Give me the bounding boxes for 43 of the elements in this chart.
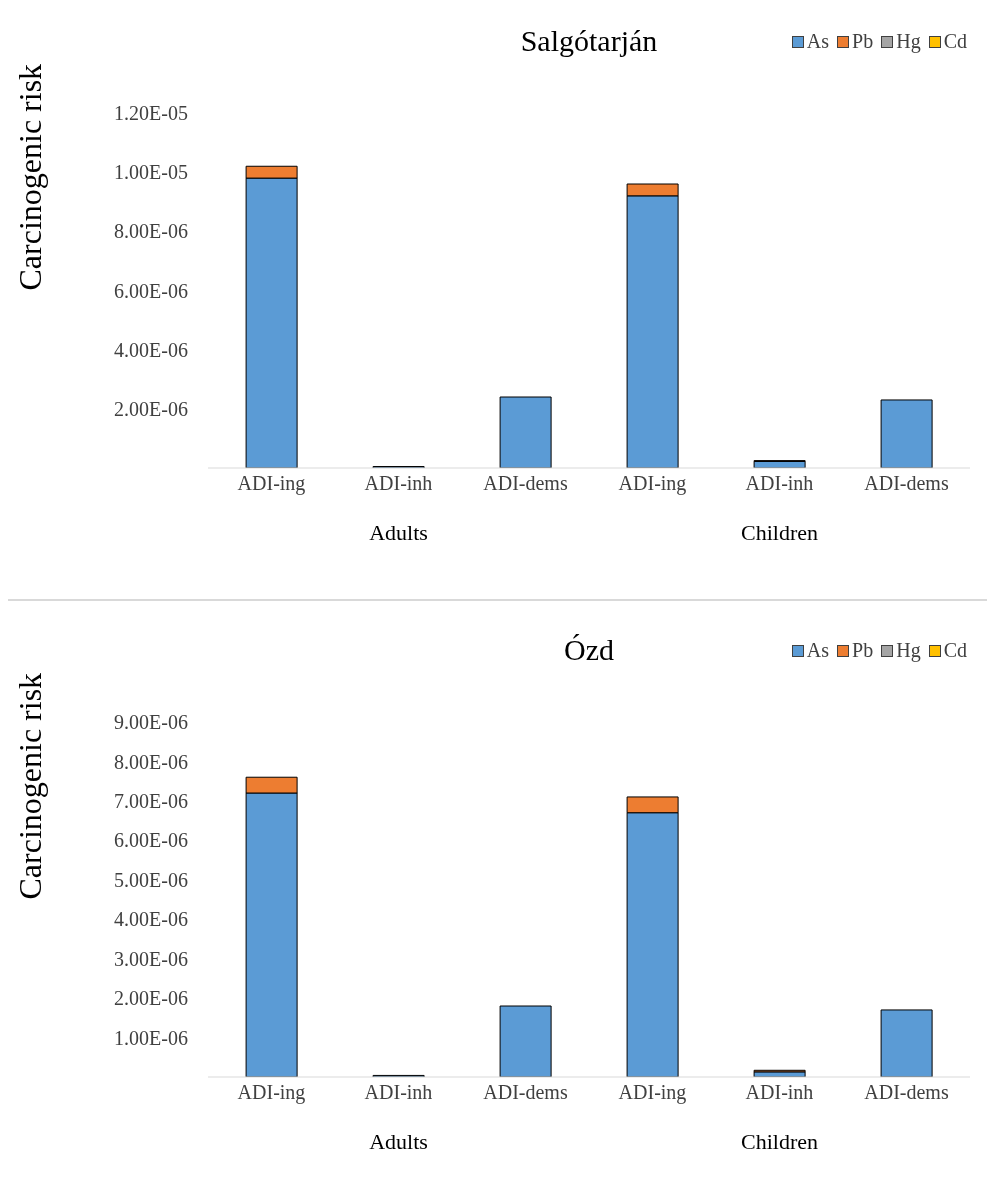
legend-label: Hg	[896, 30, 921, 53]
text: Children	[740, 520, 819, 546]
legend-label: Cd	[943, 30, 967, 53]
text: Adults	[368, 1129, 429, 1155]
y-tick-label: 5.00E-06	[114, 868, 188, 891]
legend-label: Pb	[852, 639, 874, 662]
y-tick-label: 1.00E-06	[114, 1026, 188, 1049]
y-tick-label: 4.00E-06	[114, 908, 188, 931]
y-tick-label: 8.00E-06	[114, 750, 188, 773]
legend-label: Hg	[896, 639, 921, 662]
y-tick-label: 8.00E-06	[114, 220, 188, 243]
x-tick-label: ADI-ing	[237, 1081, 306, 1105]
legend-label: As	[806, 639, 830, 662]
y-tick-label: 3.00E-06	[114, 947, 188, 970]
x-tick-label: ADI-ing	[618, 472, 687, 496]
y-tick-label: 4.00E-06	[114, 338, 188, 361]
x-tick-label: ADI-dems	[864, 1081, 949, 1104]
y-axis-title: Carcinogenic risk	[12, 63, 49, 291]
x-tick-label: ADI-ing	[618, 1081, 687, 1105]
x-tick-label: ADI-dems	[483, 1081, 568, 1104]
y-tick-label: 9.00E-06	[114, 711, 188, 734]
y-tick-label: 1.20E-05	[114, 102, 188, 125]
x-tick-label: ADI-inh	[364, 472, 433, 495]
y-tick-label: 2.00E-06	[114, 397, 188, 420]
y-axis-title: Carcinogenic risk	[12, 672, 49, 900]
legend-label: Cd	[943, 639, 967, 662]
y-tick-label: 7.00E-06	[114, 789, 188, 812]
chart-title: Ózd	[564, 633, 614, 666]
x-tick-label: ADI-dems	[864, 472, 949, 495]
x-tick-label: ADI-inh	[364, 1081, 433, 1104]
text: Children	[740, 1129, 819, 1155]
x-tick-label: ADI-inh	[745, 472, 814, 495]
y-tick-label: 6.00E-06	[114, 279, 188, 302]
legend-label: Pb	[852, 30, 874, 53]
chart-title: Salgótarján	[520, 24, 658, 57]
legend-label: As	[806, 30, 830, 53]
y-tick-label: 2.00E-06	[114, 987, 188, 1010]
text: Adults	[368, 520, 429, 546]
x-tick-label: ADI-ing	[237, 472, 306, 496]
y-tick-label: 1.00E-05	[114, 161, 188, 184]
x-tick-label: ADI-inh	[745, 1081, 814, 1104]
y-tick-label: 6.00E-06	[114, 829, 188, 852]
x-tick-label: ADI-dems	[483, 472, 568, 495]
